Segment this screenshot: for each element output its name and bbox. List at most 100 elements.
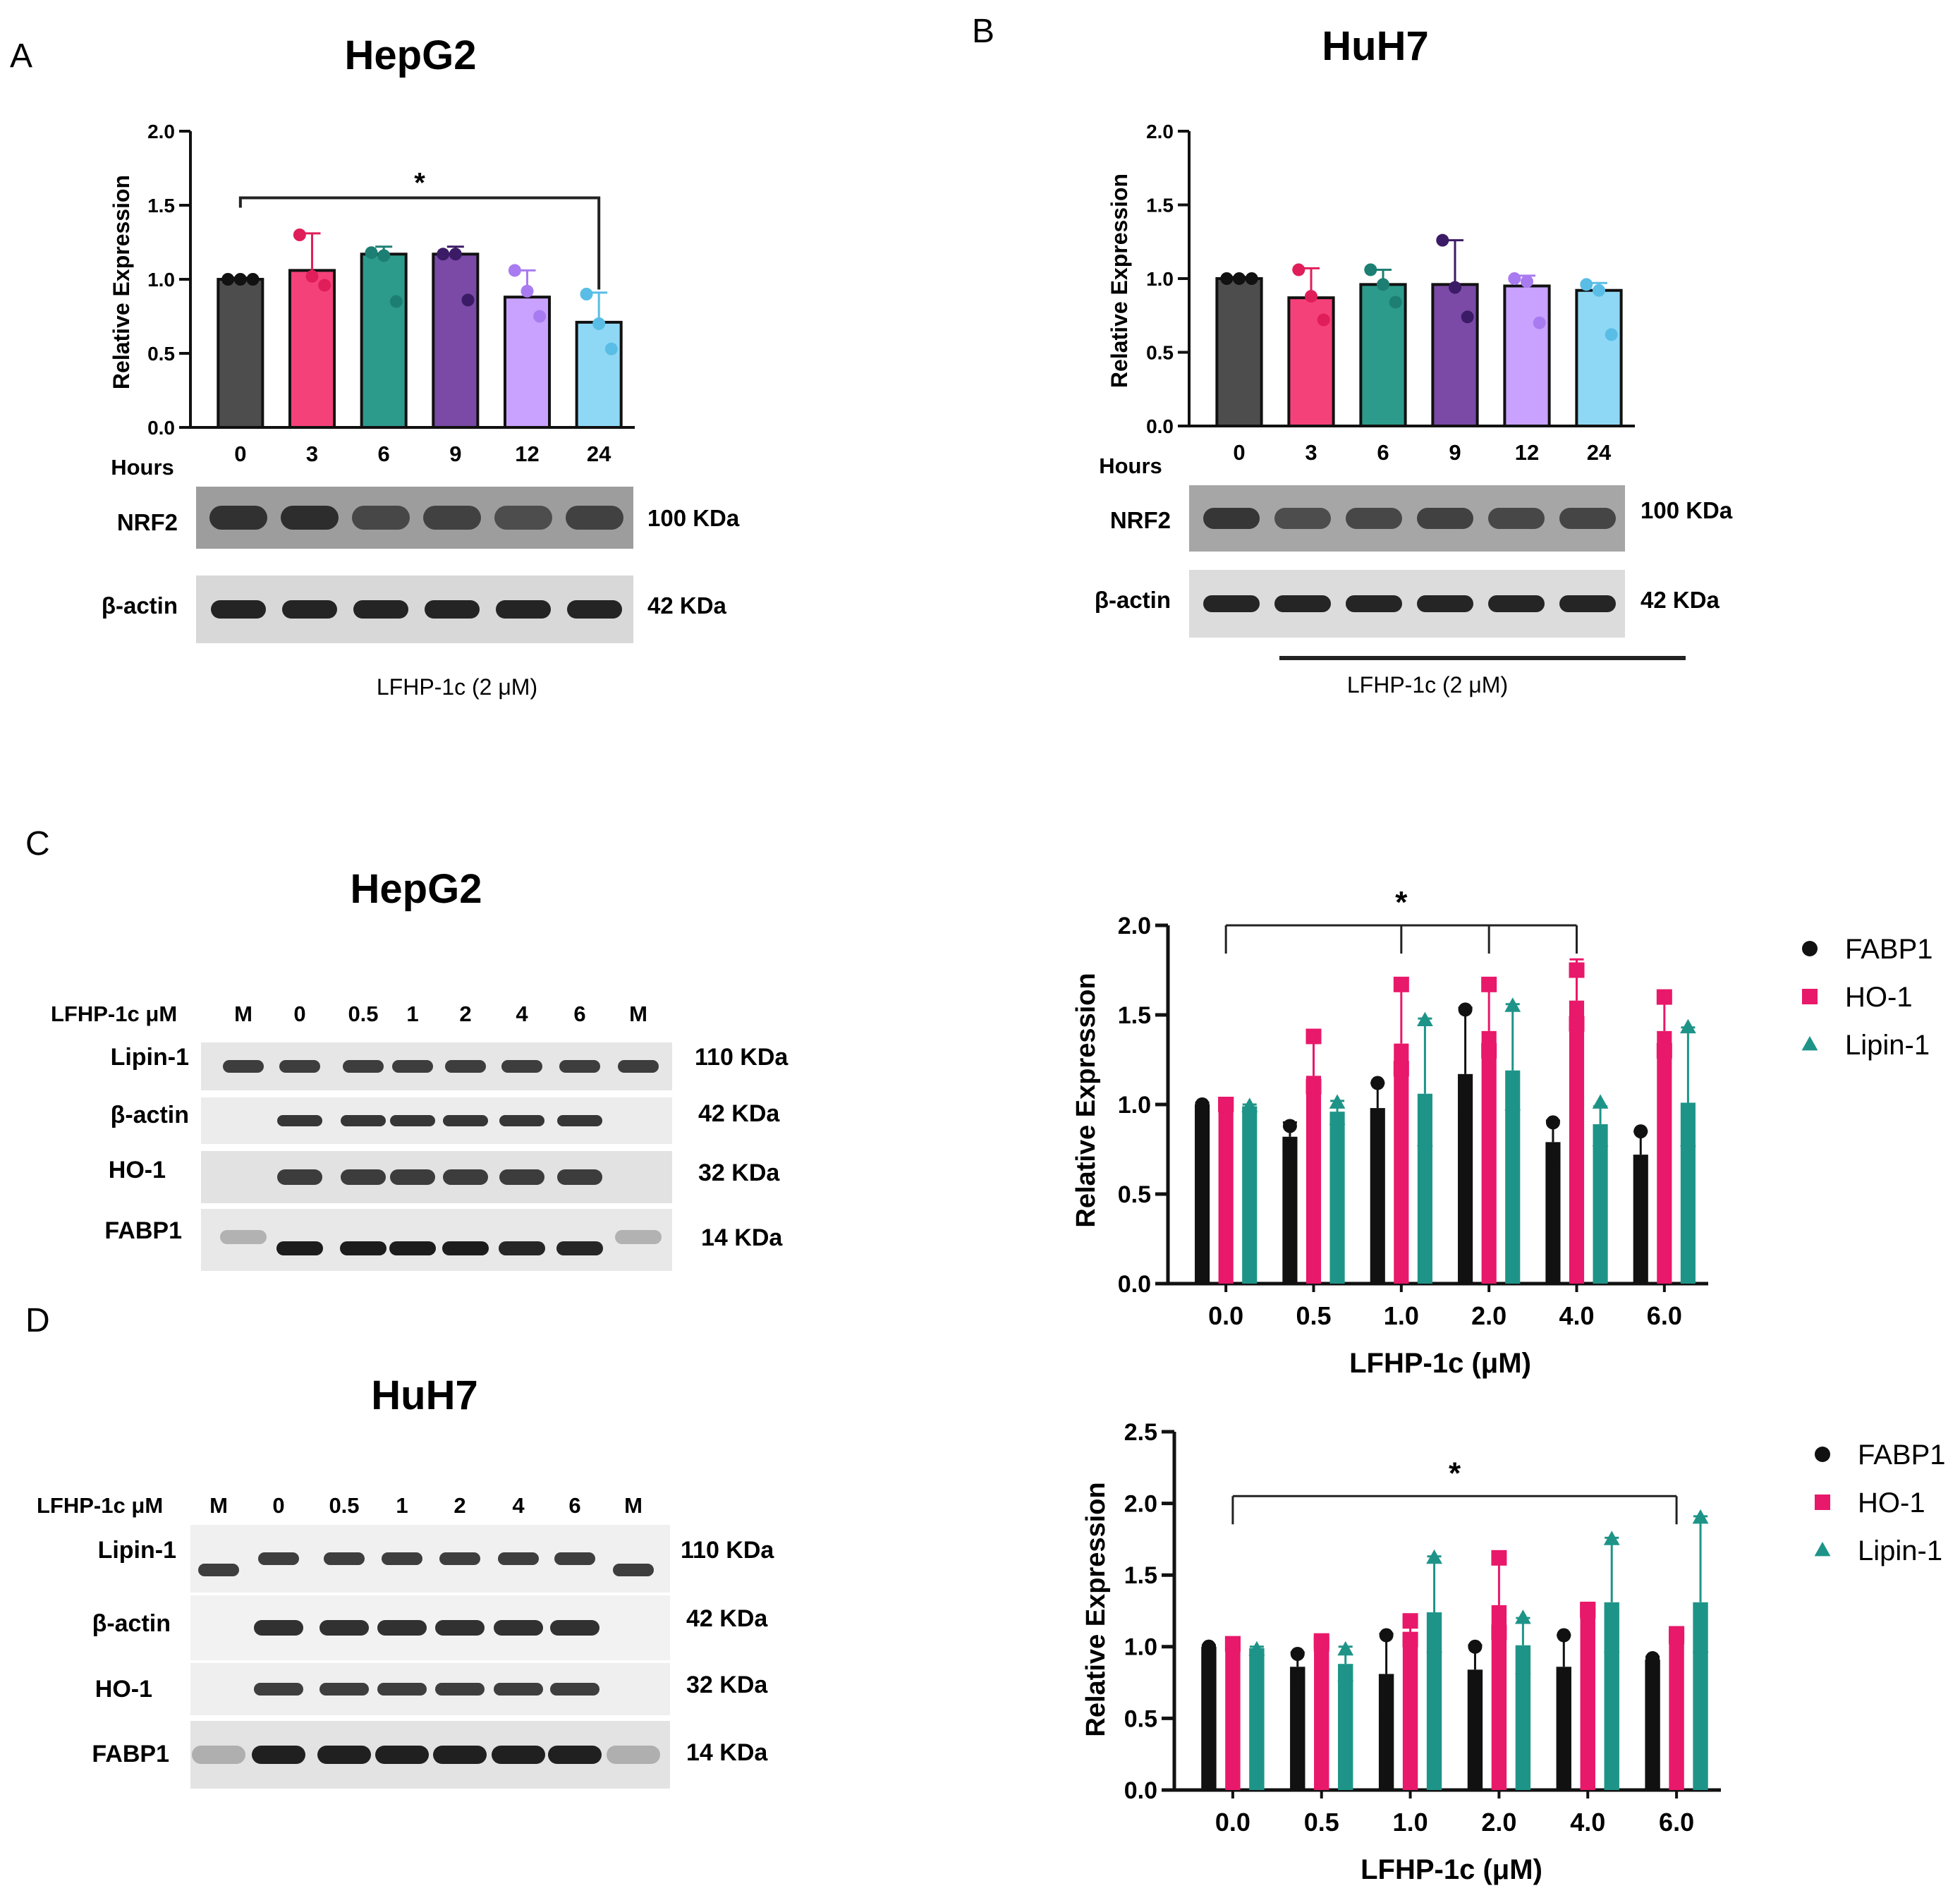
chart-d-ytick-label: 1.0 [1124,1634,1157,1661]
chart-a-point [604,342,618,355]
chart-d-legend-marker-fabp1 [1815,1447,1830,1462]
chart-d-bar-lipin-1 [1338,1664,1353,1790]
chart-d-bar-lipin-1 [1604,1602,1619,1790]
blot-d-fabp1-band [433,1746,487,1764]
chart-b-xtick-label: 6 [1377,440,1389,465]
blot-d-actin-band [435,1620,485,1636]
chart-c-point-ho1 [1393,1061,1409,1077]
blot-d-fabp1-band [548,1746,602,1764]
chart-d-point-ho1 [1402,1613,1418,1629]
panel-letter-b: B [972,13,994,50]
chart-d-xtick-label: 0.5 [1304,1808,1339,1837]
chart-a-point [293,229,306,241]
blot-c-fabp1-band [340,1241,386,1255]
chart-d-bar-lipin-1 [1249,1648,1265,1790]
chart-b-xtick-label: 12 [1515,440,1539,465]
chart-d-point-fabp1 [1290,1668,1305,1683]
blot-d-ho1-band [494,1683,543,1696]
blot-d-actin-band [254,1620,303,1636]
blot-b-nrf2-band [1274,508,1331,529]
blot-d-ho1-band [550,1683,599,1696]
chart-d-point-lipin1 [1514,1660,1531,1674]
chart-a-point [437,248,450,261]
chart-c-point-lipin1 [1504,1096,1521,1111]
blot-c-protein-actin: β-actin [111,1102,189,1128]
blot-a-actin-band [425,600,480,619]
blot-a-nrf2-membrane [196,487,633,549]
chart-c-point-fabp1 [1633,1124,1648,1139]
chart-b-point [1436,233,1449,247]
chart-c-point-fabp1 [1282,1140,1297,1155]
chart-c-point-lipin1 [1592,1094,1609,1109]
chart-c-point-fabp1 [1545,1151,1560,1166]
chart-c-bar-ho-1 [1218,1104,1234,1284]
blot-c-actin-band [557,1115,602,1126]
chart-b-bar [1287,296,1335,428]
blot-a-size-actin: 42 KDa [647,592,727,619]
chart-d-point-fabp1 [1290,1646,1305,1661]
blot-b-treatment: LFHP-1c (2 μM) [1347,672,1508,698]
chart-d-point-fabp1 [1468,1639,1483,1654]
chart-a-point [318,279,331,292]
blot-b-actin [1189,570,1625,638]
blot-d-size-lipin1: 110 KDa [681,1537,774,1564]
blot-a-actin [196,576,633,643]
blot-a-treatment: LFHP-1c (2 μM) [377,674,537,700]
blot-a-actin-band [282,600,337,619]
blot-d-lane-header: LFHP-1c μM [37,1493,163,1518]
chart-b-point [1292,263,1305,276]
chart-d-point-lipin1 [1692,1509,1709,1524]
chart-c-point-lipin1 [1241,1097,1258,1112]
blot-d-fabp1-band [192,1746,245,1764]
chart-c-xlabel: LFHP-1c (μM) [1349,1348,1531,1379]
chart-c-legend-label: FABP1 [1845,934,1933,965]
chart-c-legend-label: HO-1 [1845,982,1913,1013]
blot-d-protein-fabp1: FABP1 [92,1741,169,1767]
chart-d-ylabel: Relative Expression [1081,1482,1111,1736]
blot-d-fabp1-band [492,1746,545,1764]
blot-d-ho1-band [254,1683,303,1696]
blot-b-nrf2-band [1203,508,1260,529]
blot-d-ho1-band [435,1683,485,1696]
chart-c-point-ho1 [1393,976,1409,992]
chart-b-bar [1215,277,1263,427]
chart-a-point [246,273,260,286]
blot-c-ho1 [201,1151,672,1203]
blot-c-lane-label: M [629,1002,647,1026]
blot-b-size-nrf2: 100 KDa [1641,497,1733,523]
blot-d-fabp1-band [317,1746,371,1764]
chart-c-xtick-label: 6.0 [1647,1301,1682,1330]
chart-c-point-lipin1 [1680,1018,1696,1034]
blot-d-lane-label: 0.5 [329,1493,359,1518]
chart-b-point [1461,310,1474,324]
blot-b-size-actin: 42 KDa [1641,587,1720,613]
blot-a-protein-nrf2: NRF2 [117,509,178,535]
blot-d-fabp1-band [375,1746,429,1764]
chart-b-point [1317,313,1330,327]
chart-b-xlabel: Hours [1099,454,1162,478]
chart-b-point [1580,278,1593,291]
chart-d-bar-fabp1 [1201,1646,1217,1790]
blot-c-ho1-band [341,1169,386,1185]
chart-d-significance-star: * [1449,1456,1461,1490]
blot-c-lane-label: 0.5 [348,1002,378,1026]
chart-b-ytick-label: 1.0 [1146,268,1174,290]
chart-c-ylabel: Relative Expression [1071,973,1101,1227]
chart-a-significance-bracket [238,196,601,290]
blot-c-actin [201,1097,672,1144]
chart-c-bar-ho-1 [1394,1043,1409,1284]
chart-c-point-fabp1 [1633,1169,1648,1183]
chart-b-ytick-label: 1.5 [1146,194,1174,216]
chart-c-point-ho1 [1481,976,1497,992]
chart-c-bar-fabp1 [1633,1155,1648,1284]
panel-letter-d: D [25,1302,50,1339]
chart-c-legend-marker-fabp1 [1802,941,1818,956]
chart-b-point [1220,272,1234,285]
chart-b-xtick-label: 0 [1233,440,1245,465]
blot-c-lipin1-band [618,1060,659,1073]
chart-a-ytick-label: 0.0 [147,417,175,439]
blot-d-size-actin: 42 KDa [686,1605,768,1632]
chart-d-bar-fabp1 [1378,1674,1394,1790]
chart-a-ytick-label: 1.0 [147,269,175,291]
